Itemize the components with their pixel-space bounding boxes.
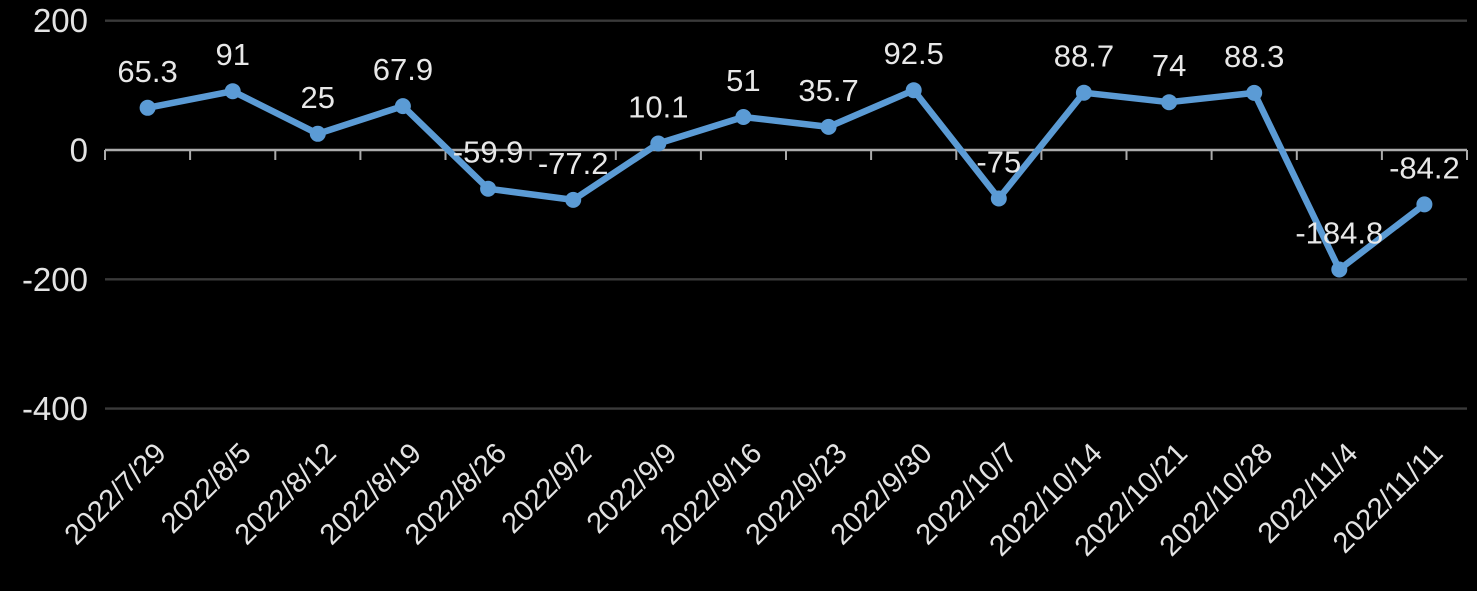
data-label: -75 — [976, 145, 1021, 180]
data-point-marker — [905, 82, 922, 99]
data-label: 88.3 — [1224, 39, 1284, 74]
data-label: 65.3 — [117, 54, 177, 89]
x-axis-tick-label: 2022/7/29 — [59, 437, 173, 551]
data-point-marker — [820, 118, 837, 135]
data-label: -84.2 — [1389, 150, 1460, 185]
data-point-marker — [990, 190, 1007, 207]
data-point-marker — [309, 125, 326, 142]
data-label: 25 — [301, 80, 335, 115]
data-point-marker — [565, 191, 582, 208]
data-point-marker — [394, 98, 411, 115]
y-axis-tick-label: 0 — [70, 132, 88, 169]
data-label: -77.2 — [538, 146, 609, 181]
data-point-marker — [139, 99, 156, 116]
data-label: 67.9 — [373, 52, 433, 87]
data-point-marker — [1246, 84, 1263, 101]
data-label: 10.1 — [628, 90, 688, 125]
data-label: 92.5 — [884, 36, 944, 71]
data-label: 35.7 — [798, 73, 858, 108]
y-axis-tick-label: -200 — [22, 261, 88, 298]
data-point-marker — [224, 83, 241, 100]
data-label: 51 — [726, 63, 760, 98]
data-point-marker — [480, 180, 497, 197]
data-label: -184.8 — [1295, 216, 1383, 251]
data-point-marker — [650, 135, 667, 152]
data-point-marker — [735, 109, 752, 125]
y-axis-tick-label: 200 — [33, 2, 88, 39]
data-label: 88.7 — [1054, 39, 1114, 74]
series-line — [144, 86, 1428, 273]
data-point-marker — [1416, 196, 1433, 213]
data-point-marker — [1075, 84, 1092, 101]
data-point-marker — [1331, 261, 1348, 278]
data-label: -59.9 — [453, 135, 524, 170]
x-axis-tick-label: 2022/9/2 — [496, 437, 598, 539]
y-axis-tick-label: -400 — [22, 390, 88, 427]
data-point-marker — [1161, 94, 1178, 111]
data-label: 74 — [1152, 48, 1186, 83]
data-label: 91 — [215, 37, 249, 72]
